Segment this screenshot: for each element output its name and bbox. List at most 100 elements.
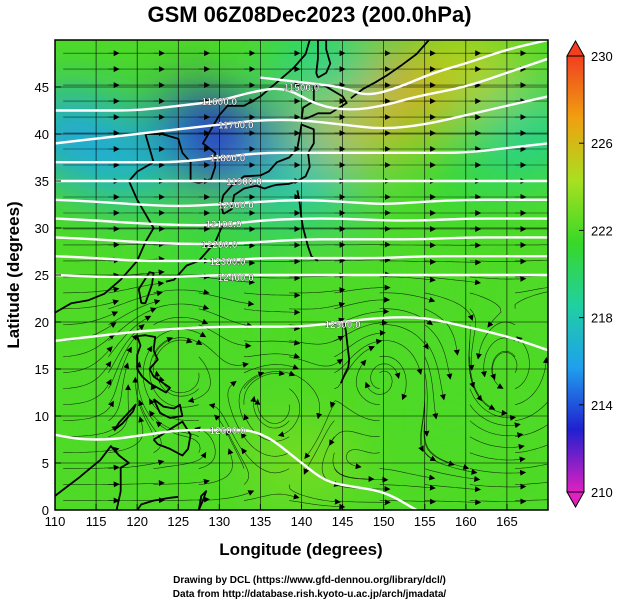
streamline <box>108 334 138 389</box>
contour-line <box>55 57 548 112</box>
streamline <box>379 340 423 375</box>
streamline <box>355 359 380 405</box>
streamline <box>379 468 436 481</box>
streamline <box>379 258 436 265</box>
streamline <box>469 258 527 265</box>
streamline <box>424 292 474 322</box>
streamline <box>424 308 460 356</box>
streamline <box>250 395 290 429</box>
contour-label: 11800.0 <box>210 154 246 165</box>
streamline <box>198 340 249 368</box>
streamline <box>108 346 132 405</box>
y-tick-label: 25 <box>35 268 49 283</box>
coastline-marianas <box>340 321 351 384</box>
streamline <box>469 436 525 450</box>
streamline <box>424 259 482 266</box>
streamline <box>289 287 346 294</box>
temperature-blob <box>55 392 155 477</box>
streamline <box>150 383 199 408</box>
streamline <box>468 324 475 389</box>
streamline <box>469 275 527 282</box>
streamline <box>345 449 380 470</box>
x-axis-label: Longitude (degrees) <box>219 540 382 559</box>
streamline <box>424 324 453 380</box>
coastline-palawan <box>113 403 137 431</box>
y-tick-label: 10 <box>35 409 49 424</box>
coastline-kuril-chain <box>350 40 430 100</box>
streamline <box>243 275 301 282</box>
streamline <box>334 257 391 263</box>
y-tick-label: 35 <box>35 174 49 189</box>
contour-line <box>260 40 548 96</box>
colorbar-tick-label: 222 <box>591 223 613 238</box>
streamline <box>515 424 548 437</box>
coastline-honshu <box>220 123 315 215</box>
streamline <box>63 360 112 389</box>
coastline-korea-china-coast <box>55 40 311 314</box>
streamline <box>334 284 391 294</box>
streamline <box>424 484 481 493</box>
contour-label: 11900.0 <box>226 177 262 188</box>
streamline <box>198 490 255 501</box>
streamline <box>135 361 154 421</box>
y-tick-label: 15 <box>35 362 49 377</box>
y-axis-label: Latitude (degrees) <box>4 201 23 348</box>
streamline <box>243 339 301 346</box>
streamline <box>243 413 290 442</box>
streamline <box>198 324 252 349</box>
coastline-visayas <box>152 398 184 419</box>
streamline <box>63 257 120 264</box>
streamline <box>213 414 245 469</box>
streamline <box>108 241 165 248</box>
coastline-sulawesi <box>136 495 179 510</box>
colorbar-top-arrow <box>566 39 585 57</box>
streamline <box>63 425 119 437</box>
streamline <box>243 493 300 501</box>
streamline <box>108 290 163 310</box>
y-tick-label: 30 <box>35 221 49 236</box>
streamline <box>424 276 481 286</box>
y-axis: 0 5 10 15 20 25 30 35 40 45 <box>35 80 61 518</box>
streamline <box>424 499 482 506</box>
colorbar-bottom-arrow <box>566 491 585 509</box>
x-tick-label: 120 <box>126 514 148 529</box>
streamline <box>304 404 335 460</box>
streamline <box>63 299 120 310</box>
contour-line <box>55 316 548 352</box>
streamline <box>153 337 203 357</box>
streamline <box>288 484 341 505</box>
x-tick-label: 130 <box>208 514 230 529</box>
plot-area: 11500.0 11600.0 11700.0 11800.0 11900.0 12000… <box>55 40 548 510</box>
contour-label: 12600.0 <box>209 426 246 437</box>
streamline <box>198 308 253 329</box>
streamline <box>303 420 335 475</box>
streamline <box>480 337 516 378</box>
streamline <box>379 324 429 350</box>
y-tick-label: 40 <box>35 127 49 142</box>
contour-label: 11500.0 <box>284 83 320 94</box>
contour-label: 12000.0 <box>218 201 255 212</box>
streamline <box>194 426 216 469</box>
streamline <box>469 452 526 463</box>
contour-line <box>55 236 548 246</box>
contour-label: 11600.0 <box>202 97 238 108</box>
contour-label: 12200.0 <box>201 240 238 251</box>
streamline <box>364 370 393 395</box>
streamline <box>108 299 161 326</box>
x-tick-label: 115 <box>86 514 107 529</box>
contour-labels: 11500.0 11600.0 11700.0 11800.0 11900.0 12000… <box>201 83 361 437</box>
streamline <box>515 444 548 453</box>
streamline <box>289 372 323 420</box>
streamline <box>468 308 477 371</box>
streamline <box>254 398 290 424</box>
streamline <box>227 380 245 437</box>
x-axis: 110 115 120 125 130 135 140 145 150 155 160 165 <box>45 504 518 529</box>
contour-label: 12100.0 <box>205 219 242 230</box>
streamline <box>63 346 113 374</box>
streamline <box>63 333 115 358</box>
contour-line <box>55 95 548 145</box>
x-tick-label: 155 <box>414 514 436 529</box>
streamline <box>424 356 439 420</box>
streamline <box>154 370 200 397</box>
